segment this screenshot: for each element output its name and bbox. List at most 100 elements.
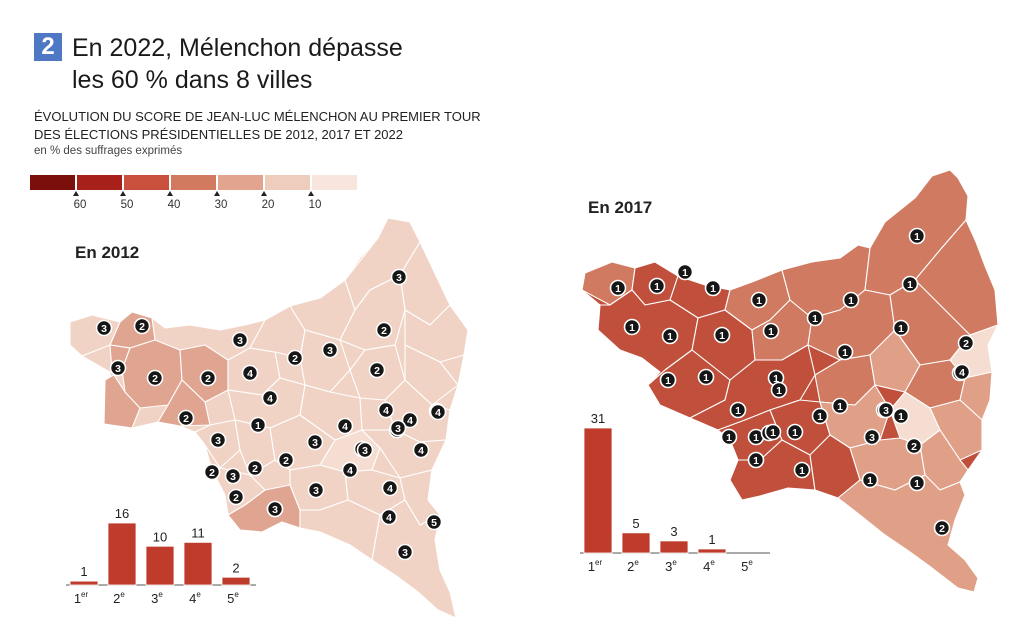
legend-swatch	[218, 175, 263, 190]
rank-marker-label: 3	[101, 323, 107, 335]
rank-marker-label: 3	[313, 485, 319, 497]
legend-swatch	[124, 175, 169, 190]
rank-marker-label: 2	[374, 365, 380, 377]
rank-marker-label: 4	[342, 421, 348, 433]
rank-marker: 4	[401, 411, 419, 429]
map-2012: 3232223232324414343323224445333244423534…	[66, 217, 469, 619]
rank-marker-label: 4	[383, 405, 389, 417]
rank-marker: 2	[133, 317, 151, 335]
rank-marker-label: 1	[682, 267, 688, 279]
rank-marker: 1	[892, 407, 910, 425]
rank-marker: 3	[389, 419, 407, 437]
rank-marker: 1	[806, 309, 824, 327]
rank-marker: 2	[286, 349, 304, 367]
rank-marker: 2	[905, 437, 923, 455]
rank-marker-label: 1	[898, 411, 904, 423]
commune-region	[404, 344, 459, 406]
rank-marker: 2	[199, 369, 217, 387]
rank-marker-label: 2	[939, 523, 945, 535]
rank-marker-label: 1	[753, 432, 759, 444]
bar-category-label: 5e	[741, 558, 753, 574]
rank-marker: 3	[863, 428, 881, 446]
legend-tick-label: 30	[215, 199, 228, 211]
map-2012-label: En 2012	[75, 243, 140, 262]
rank-marker: 1	[901, 275, 919, 293]
rank-marker-label: 2	[209, 467, 215, 479]
rank-marker: 1	[836, 343, 854, 361]
map-2017: 1111111111111111111111111211433211132111…	[580, 169, 999, 593]
rank-marker-label: 3	[883, 405, 889, 417]
rank-marker: 1	[659, 371, 677, 389]
rank-marker: 1	[609, 279, 627, 297]
legend-tick-mark	[120, 191, 126, 196]
rank-marker: 2	[957, 334, 975, 352]
rank-marker-label: 2	[233, 492, 239, 504]
rank-marker-label: 2	[252, 463, 258, 475]
rank-marker: 4	[953, 363, 971, 381]
rank-marker-label: 4	[386, 512, 392, 524]
map-2017-label: En 2017	[588, 198, 653, 217]
rank-marker-label: 1	[837, 401, 843, 413]
rank-marker: 1	[793, 461, 811, 479]
subtitle-line-2: DES ÉLECTIONS PRÉSIDENTIELLES DE 2012, 2…	[34, 127, 403, 142]
rank-marker: 2	[933, 519, 951, 537]
bar-value-label: 16	[115, 506, 129, 521]
rank-marker-label: 1	[756, 295, 762, 307]
rank-marker-label: 5	[431, 517, 437, 529]
rank-marker-label: 3	[237, 335, 243, 347]
rank-marker-label: 3	[327, 345, 333, 357]
rank-marker-label: 1	[907, 279, 913, 291]
rank-marker: 1	[908, 474, 926, 492]
rank-marker-label: 3	[396, 272, 402, 284]
rank-marker-label: 4	[959, 367, 965, 379]
rank-marker: 3	[396, 543, 414, 561]
bar-value-label: 10	[153, 529, 167, 544]
rank-marker-label: 2	[963, 338, 969, 350]
bar	[221, 576, 251, 586]
rank-marker-label: 1	[629, 322, 635, 334]
rank-marker: 2	[375, 321, 393, 339]
legend-swatch	[171, 175, 216, 190]
rank-marker: 1	[750, 291, 768, 309]
rank-marker-label: 2	[139, 321, 145, 333]
headline-line-2: les 60 % dans 8 villes	[72, 66, 313, 94]
bar	[659, 540, 689, 554]
rank-marker: 1	[908, 227, 926, 245]
rank-marker-label: 4	[247, 368, 253, 380]
rank-marker: 3	[307, 481, 325, 499]
rank-marker: 4	[381, 479, 399, 497]
rank-marker-label: 4	[387, 483, 393, 495]
rank-marker-label: 2	[283, 455, 289, 467]
headline-line-1: En 2022, Mélenchon dépasse	[72, 34, 403, 62]
rank-marker-label: 1	[898, 323, 904, 335]
color-legend: 60 50 40 30 20 10	[30, 175, 357, 211]
rank-marker: 3	[321, 341, 339, 359]
rank-marker: 4	[377, 401, 395, 419]
rank-marker: 1	[770, 381, 788, 399]
rank-marker: 4	[429, 403, 447, 421]
bar-value-label: 1	[80, 564, 87, 579]
rank-marker-label: 3	[272, 504, 278, 516]
commune-region	[729, 439, 816, 501]
rank-marker-label: 1	[770, 427, 776, 439]
rank-marker: 3	[95, 319, 113, 337]
rank-marker: 1	[892, 319, 910, 337]
rank-marker: 3	[109, 359, 127, 377]
rank-marker: 1	[764, 423, 782, 441]
bar-category-label: 4e	[189, 590, 201, 606]
legend-tick-mark	[167, 191, 173, 196]
legend-tick-label: 10	[309, 199, 322, 211]
rank-marker-label: 3	[395, 423, 401, 435]
rank-marker: 1	[648, 277, 666, 295]
rank-marker: 1	[831, 397, 849, 415]
legend-swatch	[265, 175, 310, 190]
rank-marker-label: 1	[726, 432, 732, 444]
rank-marker-label: 1	[776, 385, 782, 397]
rank-marker-label: 1	[703, 372, 709, 384]
rank-marker: 1	[249, 416, 267, 434]
rank-marker: 1	[747, 451, 765, 469]
subtitle: ÉVOLUTION DU SCORE DE JEAN-LUC MÉLENCHON…	[34, 108, 481, 144]
bar-category-label: 2e	[113, 590, 125, 606]
commune-region	[959, 371, 993, 421]
rank-marker: 1	[713, 326, 731, 344]
